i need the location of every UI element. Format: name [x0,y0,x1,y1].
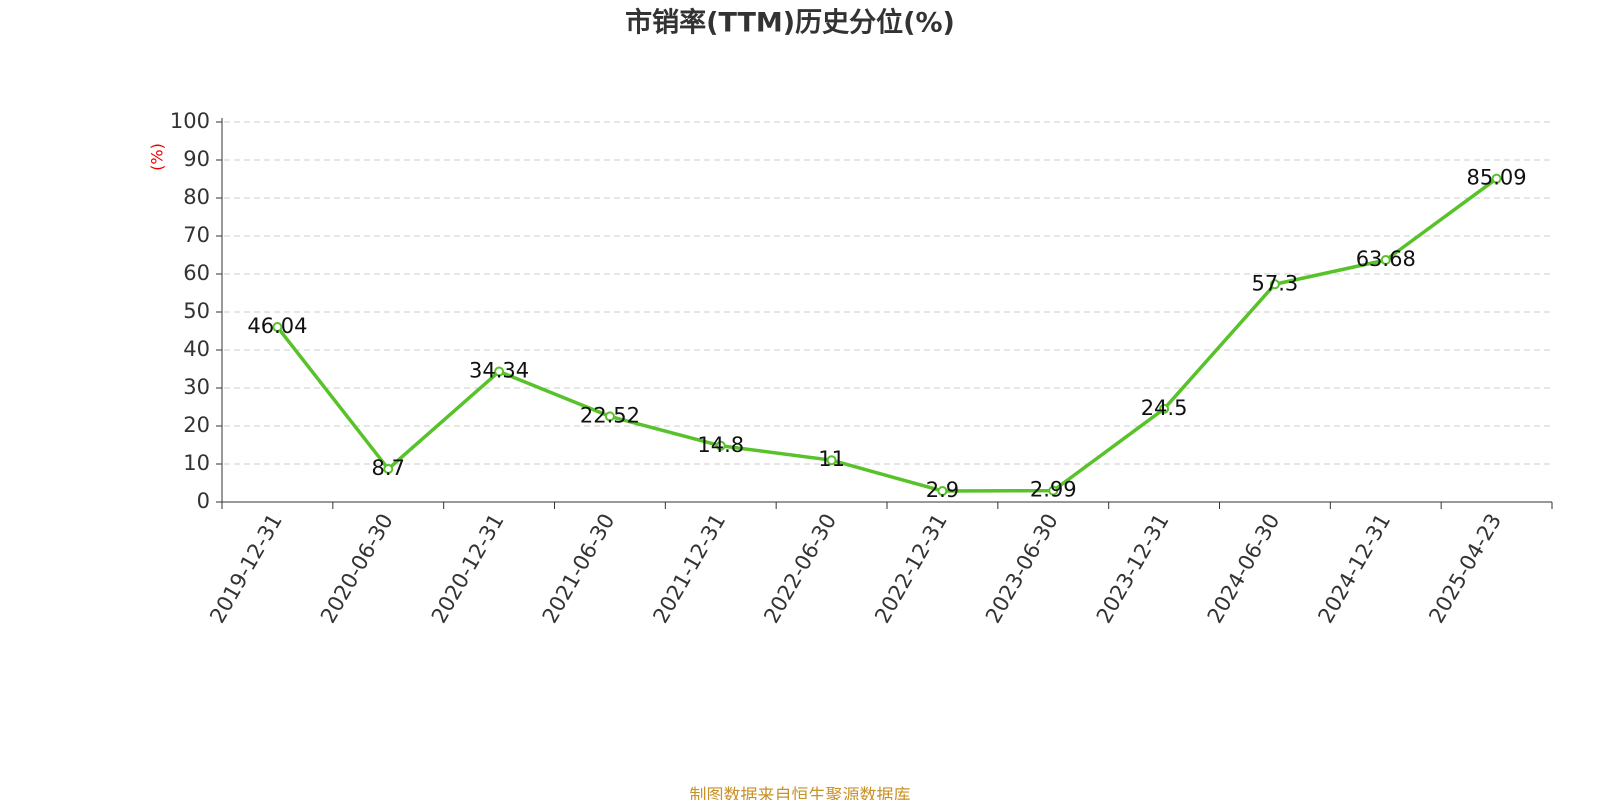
data-label: 22.52 [580,403,640,427]
y-tick-label: 10 [183,451,210,475]
y-tick-label: 60 [183,261,210,285]
data-label: 57.3 [1252,271,1299,295]
point [604,411,615,422]
point [1048,485,1059,496]
y-tick-label: 70 [183,223,210,247]
chart-title: 市销率(TTM)历史分位(%) [625,7,955,39]
point [1269,279,1280,290]
y-tick-label: 20 [183,413,210,437]
point [1491,173,1502,184]
y-tick-label: 80 [183,185,210,209]
data-label: 63.68 [1356,247,1416,271]
y-tick-label: 40 [183,337,210,361]
point [1159,403,1170,414]
data-label: 24.5 [1141,396,1188,420]
point [937,485,948,496]
x-tick-label: 2021-06-30 [538,510,620,628]
x-tick-label: 2022-06-30 [759,510,841,628]
data-label: 8.7 [372,456,405,480]
data-label: 46.04 [247,314,307,338]
data-label: 34.34 [469,359,529,383]
x-tick-label: 2024-06-30 [1203,510,1285,628]
y-tick-label: 50 [183,299,210,323]
x-tick-label: 2021-12-31 [648,510,730,628]
data-label: 14.8 [697,433,744,457]
y-tick-label: 0 [197,489,210,513]
line [276,177,1498,493]
data-label: 11 [818,447,845,471]
x-tick-label: 2024-12-31 [1313,510,1395,628]
point [1380,255,1391,266]
x-tick-label: 2019-12-31 [205,510,287,628]
point [383,463,394,474]
x-tick-label: 2020-12-31 [427,510,509,628]
x-tick-label: 2020-06-30 [316,510,398,628]
point [715,440,726,451]
x-tick-label: 2023-06-30 [981,510,1063,628]
y-tick-label: 30 [183,375,210,399]
point [826,455,837,466]
point [272,322,283,333]
x-tick-label: 2023-12-31 [1092,510,1174,628]
data-label: 2.9 [926,478,959,502]
x-tick-label: 2022-12-31 [870,510,952,628]
source-note: 制图数据来自恒生聚源数据库 [690,786,911,800]
x-tick-label: 2025-04-23 [1424,510,1506,628]
y-axis-label: (%) [148,143,167,171]
point [494,366,505,377]
data-label: 85.09 [1467,166,1527,190]
y-tick-label: 100 [170,109,210,133]
data-label: 2.99 [1030,478,1077,502]
y-tick-label: 90 [183,147,210,171]
